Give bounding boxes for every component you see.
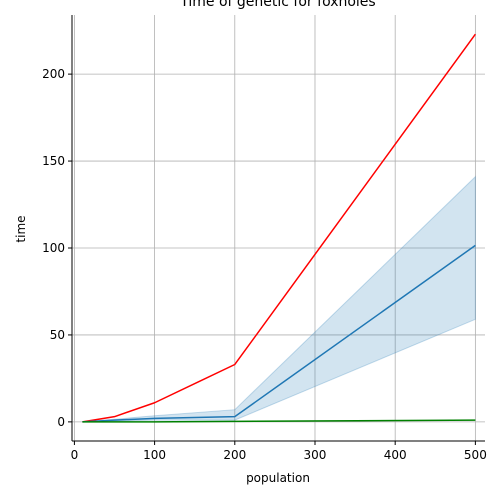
y-axis-label: time bbox=[14, 215, 28, 242]
axes bbox=[71, 15, 485, 442]
x-tick-label: 300 bbox=[304, 448, 327, 462]
x-tick-label: 200 bbox=[223, 448, 246, 462]
ticks: 0 100 200 300 400 500 0 50 100 150 200 bbox=[42, 67, 487, 462]
x-tick-label: 0 bbox=[71, 448, 79, 462]
y-tick-label: 100 bbox=[42, 241, 65, 255]
y-tick-label: 0 bbox=[57, 415, 65, 429]
series-2-line bbox=[82, 244, 476, 423]
x-tick-label: 100 bbox=[143, 448, 166, 462]
series-3-line bbox=[82, 419, 476, 423]
y-tick-label: 200 bbox=[42, 67, 65, 81]
series-2-confidence-band bbox=[82, 175, 476, 423]
y-tick-label: 50 bbox=[50, 328, 65, 342]
chart-title: Time of genetic for foxholes bbox=[179, 0, 375, 10]
series-1-line bbox=[82, 33, 476, 423]
confidence-bands bbox=[82, 175, 476, 423]
series-lines bbox=[82, 33, 476, 423]
x-tick-label: 500 bbox=[464, 448, 487, 462]
y-tick-label: 150 bbox=[42, 154, 65, 168]
x-axis-label: population bbox=[246, 471, 310, 485]
x-tick-label: 400 bbox=[384, 448, 407, 462]
